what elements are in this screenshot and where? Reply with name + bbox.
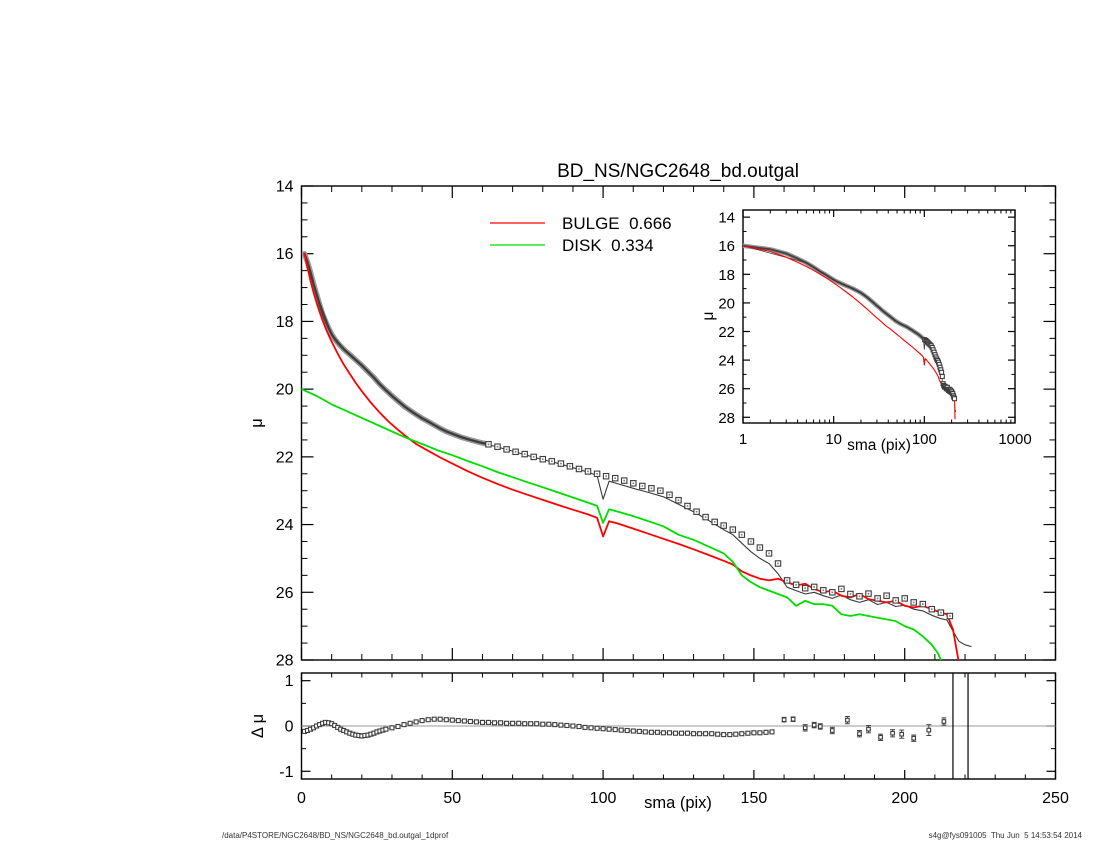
residual-y-axis-label: Δ μ [249, 714, 267, 738]
svg-text:14: 14 [718, 210, 735, 227]
main-plot: 14 16 18 20 22 24 26 28 [276, 179, 1057, 670]
legend-bulge-label: BULGE 0.666 [562, 214, 672, 233]
svg-text:24: 24 [276, 517, 294, 534]
svg-text:18: 18 [276, 314, 294, 331]
footer-file-path: /data/P4STORE/NGC2648/BD_NS/NGC2648_bd.o… [222, 831, 449, 840]
residual-errorbar-points [781, 715, 947, 742]
residual-x-axis-label: sma (pix) [644, 794, 712, 812]
svg-text:1000: 1000 [998, 431, 1031, 448]
svg-text:18: 18 [718, 267, 735, 284]
svg-text:50: 50 [443, 790, 461, 807]
data-error-band [743, 243, 929, 343]
inset-x-axis-label: sma (pix) [847, 437, 911, 454]
axis-ticks [742, 210, 1016, 423]
main-series [301, 250, 972, 660]
legend: BULGE 0.666 DISK 0.334 [490, 214, 672, 255]
svg-text:100: 100 [590, 790, 617, 807]
svg-text:0: 0 [297, 790, 306, 807]
svg-text:-1: -1 [279, 764, 293, 781]
svg-text:26: 26 [276, 585, 294, 602]
inset-series [743, 243, 958, 420]
disk-line [301, 388, 942, 660]
svg-text:1: 1 [285, 673, 294, 690]
data-point-markers [485, 441, 954, 620]
svg-text:20: 20 [276, 382, 294, 399]
svg-text:1: 1 [739, 431, 747, 448]
svg-text:150: 150 [741, 790, 768, 807]
axis-frame [742, 209, 1016, 424]
svg-text:0: 0 [285, 719, 294, 736]
data-point-markers [922, 337, 958, 402]
data-error-band [301, 250, 492, 448]
svg-text:16: 16 [718, 238, 735, 255]
svg-text:22: 22 [718, 324, 735, 341]
svg-text:14: 14 [276, 179, 294, 196]
svg-text:10: 10 [825, 431, 842, 448]
figure-title: BD_NS/NGC2648_bd.outgal [557, 161, 799, 182]
bulge-line [743, 245, 956, 420]
svg-text:28: 28 [718, 410, 735, 427]
svg-text:250: 250 [1042, 790, 1069, 807]
legend-disk-label: DISK 0.334 [562, 236, 654, 255]
tick-labels: 14 16 18 20 22 24 26 281 10 100 1000 [718, 210, 1031, 448]
tick-labels: 14 16 18 20 22 24 26 28 [276, 179, 294, 670]
svg-text:20: 20 [718, 295, 735, 312]
footer-user-timestamp: s4g@fys091005 Thu Jun 5 14:53:54 2014 [928, 831, 1082, 840]
svg-text:100: 100 [912, 431, 937, 448]
svg-text:24: 24 [718, 353, 735, 370]
main-y-axis-label: μ [248, 418, 266, 428]
svg-text:200: 200 [891, 790, 918, 807]
inset-plot: 14 16 18 20 22 24 26 281 10 100 1000 [718, 209, 1032, 448]
data-point-markers [301, 716, 775, 739]
svg-text:28: 28 [276, 653, 294, 670]
svg-text:22: 22 [276, 449, 294, 466]
axis-ticks [300, 185, 1057, 661]
svg-text:26: 26 [718, 381, 735, 398]
svg-text:16: 16 [276, 246, 294, 263]
residual-series [301, 715, 1056, 742]
inset-y-axis-label: μ [700, 312, 717, 321]
outer-boundary-vlines [952, 673, 969, 779]
model-total-line [743, 245, 957, 413]
